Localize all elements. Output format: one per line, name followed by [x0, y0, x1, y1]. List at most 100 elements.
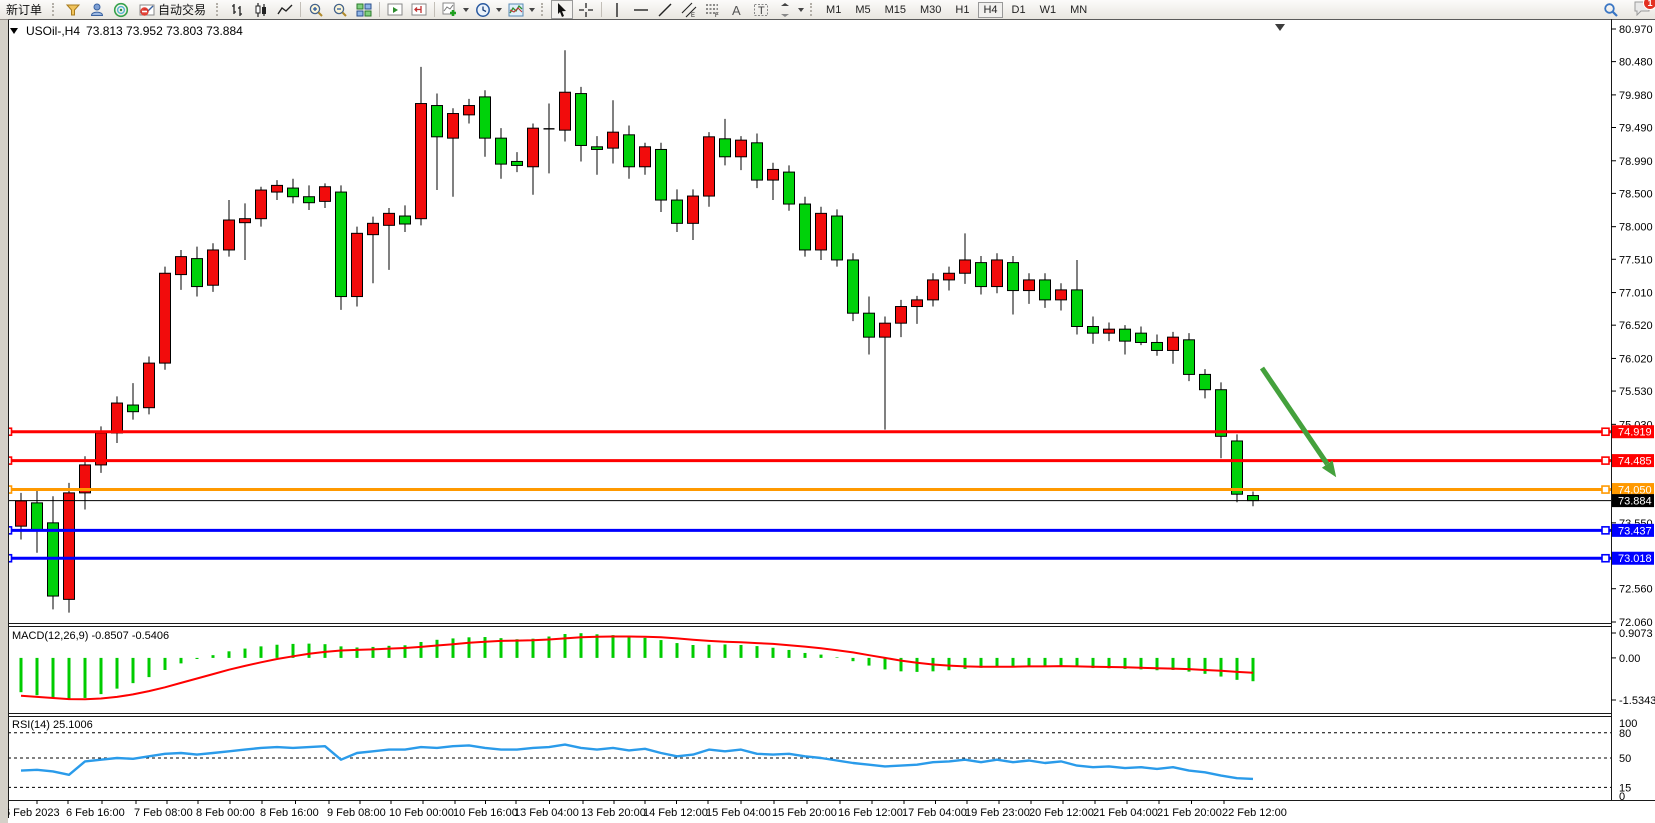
- candle-up: [527, 127, 539, 168]
- price-label-box: [1612, 483, 1654, 497]
- hline-handle[interactable]: [1601, 456, 1610, 465]
- macd-label: MACD(12,26,9) -0.8507 -0.5406: [12, 630, 170, 642]
- candle-down: [127, 404, 139, 413]
- templates-icon[interactable]: [505, 0, 527, 19]
- price-label-box: [1612, 454, 1654, 468]
- candle-up: [607, 131, 619, 149]
- crosshair-tool[interactable]: [575, 0, 597, 19]
- zoom-out-icon[interactable]: [329, 0, 351, 19]
- add-indicator-icon[interactable]: [439, 0, 461, 19]
- auto-trading-button[interactable]: 自动交易: [134, 0, 211, 19]
- arrows-tool[interactable]: [774, 0, 796, 19]
- dropdown-caret-icon[interactable]: [798, 7, 805, 12]
- hline-handle[interactable]: [1601, 526, 1610, 535]
- timeframe-H4[interactable]: H4: [978, 1, 1003, 18]
- search-icon[interactable]: [1600, 0, 1622, 19]
- timeframe-MN[interactable]: MN: [1070, 3, 1088, 16]
- tile-windows-icon[interactable]: [353, 0, 375, 19]
- fibonacci-tool[interactable]: F: [702, 0, 724, 19]
- hline-handle[interactable]: [1601, 427, 1610, 437]
- candle-up: [447, 113, 459, 139]
- price-label-box: [1612, 551, 1654, 565]
- one-click-trading-icon[interactable]: [10, 28, 18, 34]
- price-label-text: 74.919: [1618, 427, 1652, 439]
- down-arrow-annotation[interactable]: [1259, 366, 1330, 466]
- vertical-line-tool[interactable]: [606, 0, 628, 19]
- chart-shift-marker[interactable]: [1275, 24, 1285, 31]
- price-label-text: 74.485: [1618, 456, 1652, 468]
- funnel-icon[interactable]: [62, 0, 84, 19]
- time-axis-label: 19 Feb 23:00: [965, 807, 1030, 819]
- timeframe-W1[interactable]: W1: [1039, 3, 1057, 16]
- timeframe-M15[interactable]: M15: [884, 3, 906, 16]
- zoom-in-icon[interactable]: [305, 0, 327, 19]
- auto-trading-label: 自动交易: [158, 3, 207, 17]
- trendline-tool[interactable]: [654, 0, 676, 19]
- hline-handle[interactable]: [1601, 485, 1610, 494]
- candlestick-chart-icon[interactable]: [250, 0, 272, 19]
- chart-symbol-header[interactable]: USOil-,H4 73.813 73.952 73.803 73.884: [10, 24, 243, 38]
- timeframe-M1[interactable]: M1: [826, 3, 842, 16]
- timeframe-M5[interactable]: M5: [855, 3, 871, 16]
- dropdown-caret-icon[interactable]: [463, 7, 470, 12]
- price-axis: 80.970 80.480 79.980 79.490 78.990 78.500 78.0…: [1611, 24, 1655, 803]
- equidistant-channel-tool[interactable]: E: [678, 0, 700, 19]
- toolbar: 新订单 自动交易: [0, 0, 1655, 20]
- candle-down: [191, 258, 203, 288]
- support-person-icon[interactable]: [86, 0, 108, 19]
- hline-handle[interactable]: [8, 526, 13, 535]
- candle-up: [463, 105, 475, 116]
- candle-up: [639, 146, 651, 168]
- timeframe-M30[interactable]: M30: [920, 3, 942, 16]
- dropdown-caret-icon[interactable]: [529, 7, 536, 12]
- timeframe-H1[interactable]: H1: [955, 3, 970, 16]
- candle-up: [159, 272, 171, 364]
- candle-down: [1183, 339, 1195, 375]
- price-tick-label: 76.020: [1619, 353, 1653, 365]
- svg-text:E: E: [691, 13, 695, 18]
- new-order-button[interactable]: 新订单: [6, 3, 43, 17]
- text-tool[interactable]: A: [726, 0, 748, 19]
- candle-down: [831, 215, 843, 261]
- candle-up: [703, 136, 715, 197]
- time-axis-label: 8 Feb 16:00: [260, 807, 319, 819]
- candle-up: [15, 500, 27, 527]
- hline-handle[interactable]: [8, 553, 13, 563]
- bar-chart-icon[interactable]: [226, 0, 248, 19]
- candle-up: [63, 492, 75, 600]
- signals-icon[interactable]: [110, 0, 132, 19]
- candle-down: [479, 96, 491, 139]
- horizontal-line-tool[interactable]: [630, 0, 652, 19]
- timeframe-D1[interactable]: D1: [1011, 3, 1026, 16]
- time-axis-label: 20 Feb 12:00: [1029, 807, 1094, 819]
- candle-up: [815, 212, 827, 251]
- macd-layer: [19, 633, 1255, 701]
- cursor-tool[interactable]: [551, 0, 574, 19]
- line-chart-icon[interactable]: [274, 0, 296, 19]
- periods-clock-icon[interactable]: [472, 0, 494, 19]
- auto-scroll-icon[interactable]: [384, 0, 406, 19]
- rsi-tick-label: 80: [1619, 728, 1631, 740]
- hline-handle[interactable]: [8, 427, 13, 437]
- price-tick-label: 77.010: [1619, 288, 1653, 300]
- ohlc-values: 73.813 73.952 73.803 73.884: [86, 24, 243, 38]
- candle-down: [799, 203, 811, 251]
- candle-up: [767, 168, 779, 181]
- hline-handle[interactable]: [8, 456, 13, 465]
- price-chart[interactable]: 80.970 80.480 79.980 79.490 78.990 78.500 78.0…: [8, 19, 1655, 823]
- price-tick-label: 72.560: [1619, 584, 1653, 596]
- text-label-tool[interactable]: T: [750, 0, 772, 19]
- hline-handle[interactable]: [8, 485, 13, 494]
- notifications-chat-icon[interactable]: 1: [1633, 0, 1655, 19]
- candle-down: [591, 146, 603, 150]
- time-axis-label: 10 Feb 16:00: [453, 807, 518, 819]
- chart-shift-icon[interactable]: [408, 0, 430, 19]
- hline-handle[interactable]: [1601, 553, 1610, 563]
- dropdown-caret-icon[interactable]: [496, 7, 503, 12]
- time-axis-label: 13 Feb 04:00: [514, 807, 579, 819]
- candles-layer: [15, 50, 1259, 613]
- price-tick-label: 76.520: [1619, 320, 1653, 332]
- toolbar-grip: [52, 3, 57, 16]
- candle-down: [1151, 341, 1163, 351]
- candle-down: [399, 215, 411, 225]
